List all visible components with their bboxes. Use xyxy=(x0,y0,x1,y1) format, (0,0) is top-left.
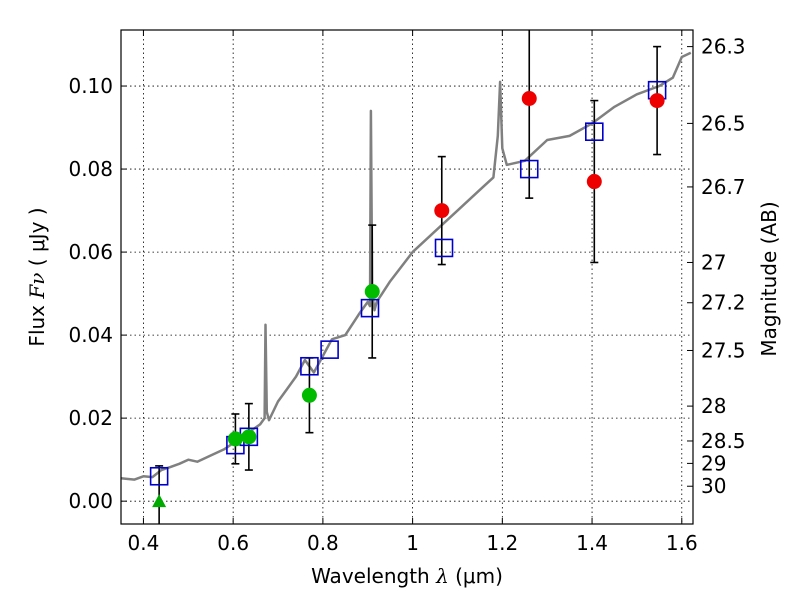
magnitude-tick-label: 28.5 xyxy=(701,429,746,453)
data-point xyxy=(586,174,602,190)
magnitude-tick-label: 27 xyxy=(701,250,726,274)
y-tick-label: 0.06 xyxy=(68,240,113,264)
x-tick-label: 1.2 xyxy=(486,531,518,555)
x-tick-label: 0.6 xyxy=(217,531,249,555)
x-tick-label: 0.4 xyxy=(128,531,160,555)
y-tick-label: 0.08 xyxy=(68,157,113,181)
magnitude-tick-label: 28 xyxy=(701,394,726,418)
model-photometry-square xyxy=(320,340,339,359)
model-photometry-square xyxy=(434,238,454,258)
data-point xyxy=(521,90,537,106)
magnitude-tick-label: 26.3 xyxy=(701,35,746,59)
magnitude-tick-label: 27.5 xyxy=(701,338,746,362)
plot-frame xyxy=(120,29,694,525)
data-point xyxy=(241,429,257,445)
y-axis-ticks: 0.00 0.02 0.04 0.06 0.08 0.10 xyxy=(68,74,127,513)
grid-lines xyxy=(121,30,693,524)
y-tick-label: 0.04 xyxy=(68,323,113,347)
x-tick-label: 0.8 xyxy=(307,531,339,555)
magnitude-tick-label: 26.5 xyxy=(701,111,746,135)
x-tick-label: 1.6 xyxy=(666,531,698,555)
x-axis-label: Wavelength λ (μm) xyxy=(311,564,503,588)
data-point xyxy=(434,203,450,219)
magnitude-tick-label: 27.2 xyxy=(701,291,746,315)
model-photometry-square xyxy=(519,159,539,179)
x-tick-label: 1 xyxy=(406,531,419,555)
data-point xyxy=(364,284,380,300)
x-tick-label: 1.4 xyxy=(576,531,608,555)
upper-limit-triangle xyxy=(152,494,167,508)
plot-area xyxy=(121,30,692,524)
magnitude-axis-label: Magnitude (AB) xyxy=(757,201,781,356)
magnitude-tick-label: 29 xyxy=(701,451,726,475)
data-point xyxy=(649,93,665,109)
model-photometry-square xyxy=(585,122,604,142)
y-tick-label: 0.02 xyxy=(68,406,113,430)
spectrum-line xyxy=(121,51,692,481)
y-axis-label: Flux Fν ( μJy ) xyxy=(25,207,49,346)
y-tick-label: 0.10 xyxy=(68,74,113,98)
magnitude-tick-label: 30 xyxy=(701,474,726,498)
y-tick-label: 0.00 xyxy=(68,489,113,513)
magnitude-tick-label: 26.7 xyxy=(701,175,746,199)
model-photometry-square xyxy=(300,356,319,376)
model-photometry-square xyxy=(149,466,169,486)
model-photometry-square xyxy=(360,298,380,318)
data-point xyxy=(227,431,243,447)
data-point xyxy=(301,387,317,403)
x-axis-ticks: 0.4 0.6 0.8 1 1.2 1.4 1.6 xyxy=(128,30,698,555)
